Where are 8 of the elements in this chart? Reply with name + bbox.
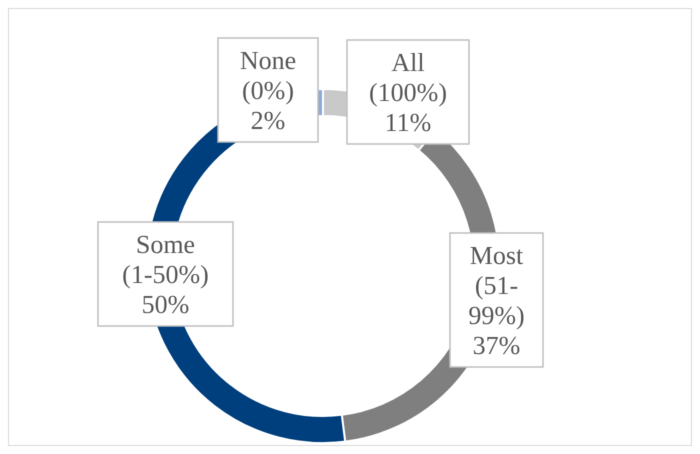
slice-label: None (0%) [240,46,296,105]
slice-label: Some (1-50%) [122,230,209,289]
slice-label: Most (51-99%) [468,241,525,330]
data-label: 50% [142,290,190,319]
data-label: 37% [472,331,520,360]
data-label: 11% [384,108,432,137]
slice-label: All (100%) [369,48,447,107]
data-label: 2% [250,106,286,135]
